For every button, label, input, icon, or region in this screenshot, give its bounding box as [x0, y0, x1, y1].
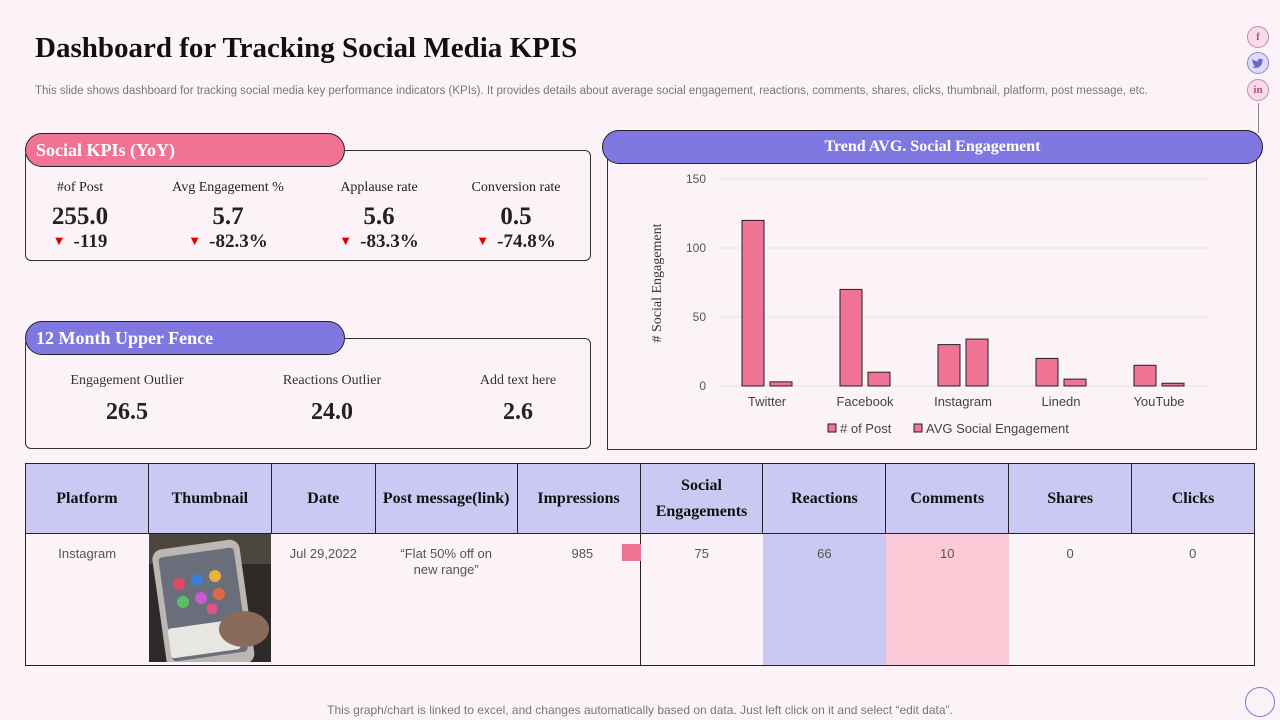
y-tick-label: 0 — [699, 379, 706, 393]
kpi-change-value: -83.3% — [360, 231, 419, 252]
kpi-change: ▼ -83.3% — [309, 231, 449, 253]
post-table: Platform Thumbnail Date Post message(lin… — [25, 463, 1255, 674]
col-header: Comments — [885, 463, 1010, 534]
cell-impressions: 985 — [517, 533, 641, 666]
down-arrow-icon: ▼ — [476, 233, 490, 248]
fence-value: 26.5 — [106, 399, 148, 425]
kpi-conversion-rate: Conversion rate 0.5 ▼ -74.8% — [446, 180, 586, 253]
y-axis-label: # Social Engagement — [650, 223, 665, 342]
kpi-applause-rate: Applause rate 5.6 ▼ -83.3% — [309, 180, 449, 253]
kpi-panel — [25, 150, 591, 261]
impressions-value: 985 — [571, 546, 594, 561]
bar-avg-engagement — [769, 381, 793, 387]
fence-panel — [25, 338, 591, 449]
chart-title: Trend AVG. Social Engagement — [602, 130, 1263, 164]
bar-posts — [937, 344, 961, 387]
kpi-change: ▼ -74.8% — [446, 231, 586, 253]
fence-label: Engagement Outlier — [70, 373, 184, 388]
kpi-value: 255.0 — [51, 203, 109, 230]
facebook-icon[interactable]: f — [1247, 26, 1269, 48]
kpi-label: Conversion rate — [471, 180, 561, 195]
col-header: Social Engagements — [639, 463, 764, 534]
bar-avg-engagement — [965, 338, 989, 387]
kpi-panel-title: Social KPIs (YoY) — [25, 133, 345, 167]
cell-date: Jul 29,2022 — [289, 546, 357, 561]
cell-platform: Instagram — [58, 546, 117, 561]
twitter-icon[interactable] — [1247, 52, 1269, 74]
x-tick-label: Facebook — [836, 394, 894, 409]
fence-reactions: Reactions Outlier 24.0 — [242, 373, 422, 426]
y-tick-label: 150 — [686, 172, 706, 186]
decor-line — [1258, 103, 1259, 133]
fence-label: Add text here — [479, 373, 557, 388]
down-arrow-icon: ▼ — [339, 233, 353, 248]
legend-swatch — [913, 423, 923, 433]
kpi-label: #of Post — [56, 180, 104, 195]
kpi-change-value: -74.8% — [497, 231, 556, 252]
fence-panel-title: 12 Month Upper Fence — [25, 321, 345, 355]
kpi-change-value: -82.3% — [209, 231, 268, 252]
page-subtitle: This slide shows dashboard for tracking … — [35, 85, 1148, 97]
footer-note: This graph/chart is linked to excel, and… — [327, 703, 953, 717]
col-header: Reactions — [762, 463, 887, 534]
cell-clicks: 0 — [1189, 546, 1197, 561]
x-tick-label: Linedn — [1041, 394, 1080, 409]
kpi-change-value: -119 — [73, 231, 108, 252]
legend-label: AVG Social Engagement — [926, 421, 1069, 436]
col-header: Shares — [1008, 463, 1133, 534]
y-tick-label: 50 — [693, 310, 707, 324]
impressions-bar — [621, 544, 641, 561]
cell-reactions: 66 — [762, 533, 886, 666]
bar-posts — [741, 219, 765, 387]
cell-comments: 10 — [885, 533, 1009, 666]
kpi-label: Applause rate — [340, 180, 418, 195]
col-header: Post message(link) — [374, 463, 518, 534]
page-title: Dashboard for Tracking Social Media KPIS — [35, 32, 578, 64]
kpi-change: ▼ -82.3% — [158, 231, 298, 253]
y-tick-label: 100 — [686, 241, 706, 255]
linkedin-icon[interactable]: in — [1247, 79, 1269, 101]
legend-swatch — [827, 423, 837, 433]
fence-value: 2.6 — [503, 399, 533, 425]
cell-engagements: 75 — [694, 546, 709, 561]
x-tick-label: Twitter — [748, 394, 787, 409]
col-header: Date — [270, 463, 376, 534]
legend-label: # of Post — [840, 421, 892, 436]
kpi-value: 5.6 — [363, 203, 395, 230]
kpi-value: 0.5 — [500, 203, 532, 230]
fence-engagement: Engagement Outlier 26.5 — [37, 373, 217, 426]
x-tick-label: Instagram — [934, 394, 992, 409]
cell-shares: 0 — [1066, 546, 1074, 561]
corner-circle-icon — [1245, 687, 1275, 717]
fence-label: Reactions Outlier — [282, 373, 382, 388]
bar-avg-engagement — [1063, 378, 1087, 387]
thumbnail-image[interactable] — [148, 534, 271, 674]
bar-avg-engagement — [867, 371, 891, 387]
kpi-value: 5.7 — [212, 203, 244, 230]
bar-avg-engagement — [1161, 382, 1185, 387]
col-header: Impressions — [516, 463, 641, 534]
fence-value: 24.0 — [311, 399, 353, 425]
col-header: Thumbnail — [147, 463, 272, 534]
col-header: Clicks — [1131, 463, 1255, 534]
bar-chart[interactable]: 0 50 100 150 # Social Engagement Twitter Faceb… — [608, 148, 1258, 451]
down-arrow-icon: ▼ — [188, 233, 202, 248]
kpi-avg-engagement: Avg Engagement % 5.7 ▼ -82.3% — [158, 180, 298, 253]
table-row[interactable]: Instagram Jul 29,20 — [25, 533, 1255, 674]
x-tick-label: YouTube — [1133, 394, 1184, 409]
kpi-label: Avg Engagement % — [172, 180, 284, 195]
bar-posts — [1035, 357, 1059, 387]
kpi-change: ▼ -119 — [10, 231, 150, 253]
chart-panel: 0 50 100 150 # Social Engagement Twitter Faceb… — [607, 147, 1257, 450]
fence-add-text: Add text here 2.6 — [428, 373, 608, 426]
col-header: Platform — [25, 463, 149, 534]
cell-message[interactable]: “Flat 50% off on new range” — [400, 546, 492, 577]
cell-thumbnail[interactable] — [148, 534, 271, 674]
kpi-posts: #of Post 255.0 ▼ -119 — [10, 180, 150, 253]
down-arrow-icon: ▼ — [52, 233, 66, 248]
bar-posts — [1133, 364, 1157, 387]
bar-posts — [839, 288, 863, 387]
